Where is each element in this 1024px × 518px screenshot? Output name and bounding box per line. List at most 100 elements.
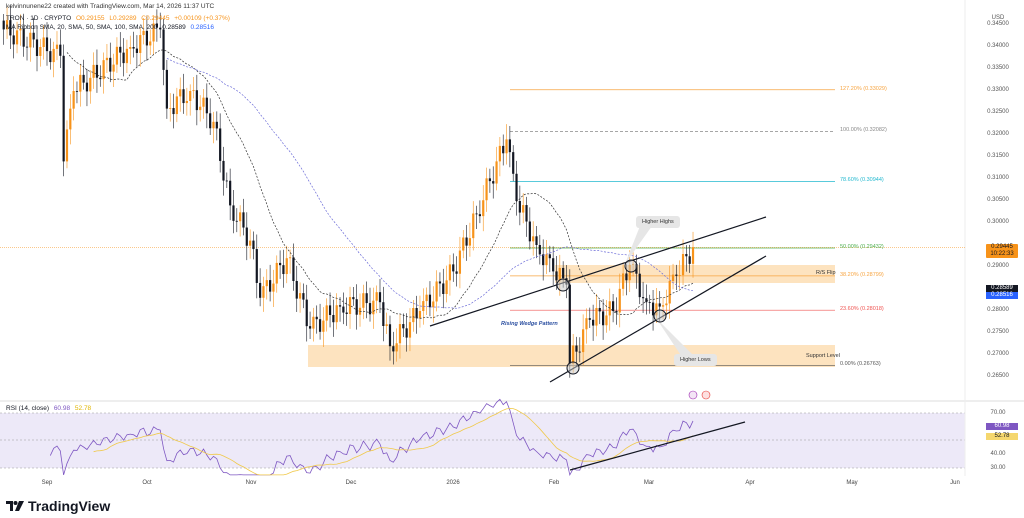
candle-body xyxy=(202,97,205,107)
time-tick: Sep xyxy=(41,480,53,486)
fib-level-label: 78.60% (0.30944) xyxy=(840,177,884,184)
rsi-band xyxy=(0,413,965,468)
candle-body xyxy=(448,264,452,281)
candle-body xyxy=(212,121,215,129)
candle-body xyxy=(262,286,265,298)
candle-body xyxy=(22,28,25,47)
candle-body xyxy=(638,273,641,298)
candle-body xyxy=(508,139,511,153)
candle-body xyxy=(648,302,651,303)
candle-body xyxy=(388,324,392,347)
symbol-name[interactable]: TRON · 1D · CRYPTO xyxy=(6,15,72,22)
rsi-trendline xyxy=(569,421,746,471)
candle-body xyxy=(488,178,491,182)
candle-body xyxy=(115,46,119,65)
price-tick: 0.27500 xyxy=(987,329,1009,335)
candle-body xyxy=(465,237,468,246)
rsi-ma-value: 52.78 xyxy=(74,405,92,412)
candle-body xyxy=(25,46,29,48)
candle-body xyxy=(335,305,338,323)
candle-body xyxy=(135,48,139,53)
candle-body xyxy=(535,236,538,245)
candle-body xyxy=(578,351,581,353)
candle-body xyxy=(189,91,192,101)
pivot-circle xyxy=(653,309,667,323)
candle-body xyxy=(328,305,332,315)
change-value: +0.00109 (+0.37%) xyxy=(174,15,230,22)
candle-body xyxy=(392,346,395,352)
candle-body xyxy=(59,44,62,56)
candle-body xyxy=(628,264,631,281)
candle-body xyxy=(245,227,248,246)
candle-body xyxy=(209,113,212,129)
candle-body xyxy=(478,214,481,217)
rising-wedge-label[interactable]: Rising Wedge Pattern xyxy=(501,321,558,327)
pivot-circle xyxy=(556,278,570,292)
candle-body xyxy=(109,57,112,72)
time-tick: Apr xyxy=(745,480,755,486)
time-tick: Mar xyxy=(643,480,655,486)
flag-icon xyxy=(701,390,711,400)
price-tick: 0.33000 xyxy=(987,87,1009,93)
candle-body xyxy=(252,240,255,250)
candle-body xyxy=(172,108,175,115)
candle-body xyxy=(99,77,102,80)
rsi-ma-tag: 52.78 xyxy=(986,433,1018,440)
candle-body xyxy=(129,47,132,49)
candle-body xyxy=(562,267,565,279)
price-tick: 0.30500 xyxy=(987,197,1009,203)
last-price: 0.29445 xyxy=(991,244,1013,250)
candle-body xyxy=(49,51,52,63)
indicator-legend: MA Ribbon SMA, 20, SMA, 50, SMA, 100, SM… xyxy=(6,24,217,31)
candle-body xyxy=(72,91,75,109)
candle-body xyxy=(149,41,152,46)
price-tick: 0.34500 xyxy=(987,21,1009,27)
ma-value-1: 0.28589 xyxy=(162,24,186,31)
tradingview-logo[interactable]: TradingView xyxy=(6,498,110,514)
candle-body xyxy=(9,20,12,36)
candle-body xyxy=(325,305,328,321)
candle-body xyxy=(62,55,65,162)
candle-body xyxy=(295,280,298,299)
candle-body xyxy=(452,264,455,272)
candle-body xyxy=(372,300,375,315)
candle-body xyxy=(375,292,378,301)
wedge-upper-trendline xyxy=(429,216,767,327)
candle-body xyxy=(402,324,405,329)
fib-level-label: 100.00% (0.32082) xyxy=(840,127,887,134)
rsi-value: 60.98 xyxy=(53,405,71,412)
candle-body xyxy=(308,326,312,329)
candle-body xyxy=(472,213,475,239)
candle-body xyxy=(532,236,535,242)
rs-flip-label[interactable]: R/S Flip xyxy=(816,270,836,276)
candle-body xyxy=(661,305,665,307)
candle-body xyxy=(558,267,561,281)
price-tick: 0.28000 xyxy=(987,307,1009,313)
candle-body xyxy=(605,315,608,326)
lightning-icon xyxy=(688,390,698,400)
fib-level-label: 127.20% (0.33029) xyxy=(840,85,887,92)
time-tick: May xyxy=(846,480,858,486)
rsi-tick-70: 70.00 xyxy=(990,410,1006,416)
symbol-legend: TRON · 1D · CRYPTO O0.29155 L0.29289 C0.… xyxy=(6,15,233,22)
higher-highs-label[interactable]: Higher Highs xyxy=(636,216,680,228)
candle-body xyxy=(378,292,382,303)
candles xyxy=(2,4,695,378)
candle-body xyxy=(365,293,368,304)
higher-lows-label[interactable]: Higher Lows xyxy=(674,354,717,366)
candle-body xyxy=(302,293,305,300)
higher-highs-pointer xyxy=(625,226,652,264)
rsi-title[interactable]: RSI (14, close) xyxy=(6,405,49,412)
candle-body xyxy=(568,284,571,364)
rsi-line xyxy=(49,398,694,477)
candle-body xyxy=(572,345,575,364)
candle-body xyxy=(445,280,448,295)
indicator-name[interactable]: MA Ribbon SMA, 20, SMA, 50, SMA, 100, SM… xyxy=(6,24,158,31)
time-tick: Feb xyxy=(548,480,560,486)
candle-body xyxy=(219,128,222,161)
support-level-label[interactable]: Support Level xyxy=(806,353,840,359)
candle-body xyxy=(288,257,292,259)
candle-body xyxy=(35,39,39,56)
candle-body xyxy=(105,57,109,61)
